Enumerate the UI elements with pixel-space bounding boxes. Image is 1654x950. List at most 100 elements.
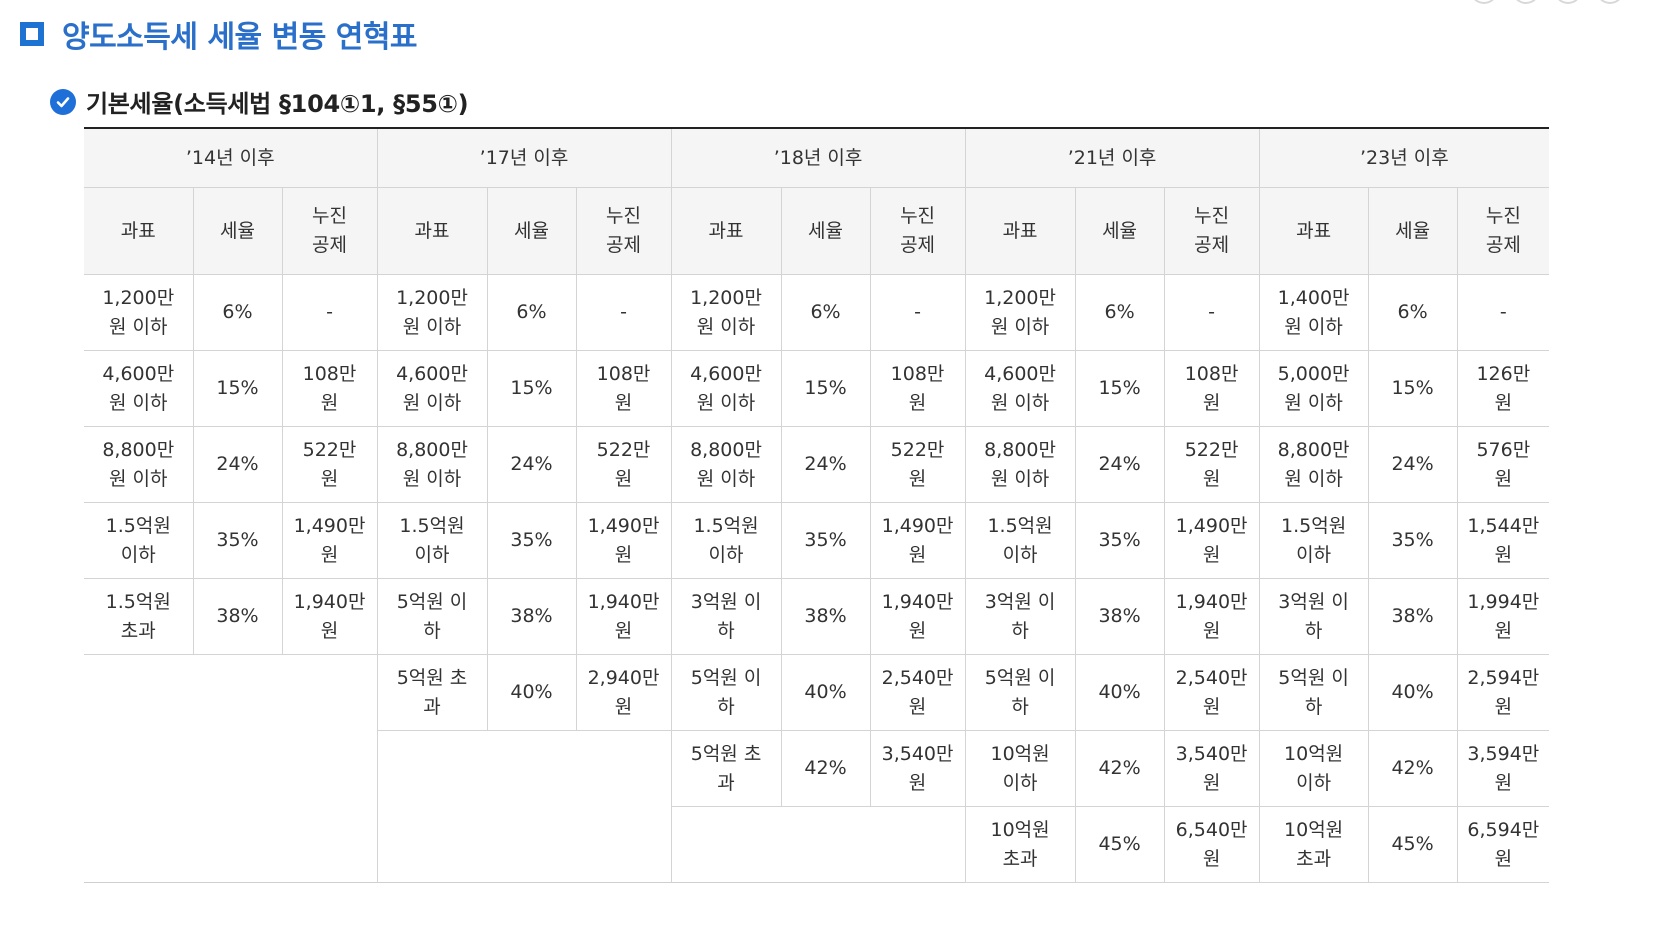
column-header-deduction: 누진 공제 <box>869 187 966 275</box>
cell-base: 1.5억원 이하 <box>1258 502 1369 579</box>
cell-deduction: 1,940만 원 <box>869 578 966 655</box>
cell-rate: 24% <box>486 426 577 503</box>
cell-base: 8,800만 원 이하 <box>376 426 488 503</box>
cell-rate: 35% <box>780 502 871 579</box>
table-row: 5억원 초 과 40% 2,940만 원 5억원 이 하 40% 2,540만 원 5억원 이 하 40… <box>84 654 1550 883</box>
column-header-rate: 세율 <box>192 187 283 275</box>
cell-deduction: 1,940만 원 <box>1163 578 1260 655</box>
cell-rate: 38% <box>780 578 871 655</box>
cell-rate: 38% <box>1367 578 1458 655</box>
cell-rate: 24% <box>1074 426 1165 503</box>
decoration-dot <box>1512 0 1540 4</box>
cell-base: 10억원 이하 <box>964 730 1076 807</box>
cell-deduction: 6,594만 원 <box>1456 806 1550 883</box>
cell-deduction: 576만 원 <box>1456 426 1550 503</box>
cell-base: 4,600만 원 이하 <box>376 350 488 427</box>
column-header-rate: 세율 <box>486 187 577 275</box>
cell-rate: 40% <box>1074 654 1165 731</box>
cell-deduction: 1,490만 원 <box>281 502 378 579</box>
cell-deduction: 6,540만 원 <box>1163 806 1260 883</box>
cell-rate: 15% <box>192 350 283 427</box>
cell-deduction: 1,490만 원 <box>1163 502 1260 579</box>
cell-base: 1.5억원 초과 <box>84 578 194 655</box>
cell-base: 1.5억원 이하 <box>84 502 194 579</box>
cell-rate: 24% <box>1367 426 1458 503</box>
period-header: ’23년 이후 <box>1258 127 1550 188</box>
check-circle-icon <box>50 88 76 115</box>
cell-rate: 35% <box>1074 502 1165 579</box>
cell-deduction: - <box>575 274 672 351</box>
cell-deduction: 1,940만 원 <box>575 578 672 655</box>
column-header-base: 과표 <box>670 187 782 275</box>
period-header-row: ’14년 이후 ’17년 이후 ’18년 이후 ’21년 이후 ’23년 이후 <box>84 127 1550 188</box>
empty-cell <box>377 730 672 883</box>
cell-rate: 15% <box>1367 350 1458 427</box>
cell-base: 10억원 이하 <box>1258 730 1369 807</box>
top-decoration <box>1470 0 1624 4</box>
cell-base: 1,400만 원 이하 <box>1258 274 1369 351</box>
cell-rate: 24% <box>192 426 283 503</box>
cell-deduction: 1,940만 원 <box>281 578 378 655</box>
cell-deduction: 108만 원 <box>1163 350 1260 427</box>
cell-rate: 15% <box>486 350 577 427</box>
cell-deduction: 3,540만 원 <box>1163 730 1260 807</box>
cell-base: 4,600만 원 이하 <box>964 350 1076 427</box>
cell-deduction: 522만 원 <box>281 426 378 503</box>
table-row: 8,800만 원 이하 24% 522만 원 8,800만 원 이하 24% 522만 원 8,80… <box>84 426 1550 503</box>
cell-base: 10억원 초과 <box>1258 806 1369 883</box>
cell-base: 8,800만 원 이하 <box>84 426 194 503</box>
column-header-base: 과표 <box>376 187 488 275</box>
cell-rate: 38% <box>192 578 283 655</box>
cell-deduction: 2,940만 원 <box>575 654 672 731</box>
column-header-deduction: 누진 공제 <box>1163 187 1260 275</box>
cell-rate: 6% <box>486 274 577 351</box>
cell-deduction: 1,490만 원 <box>575 502 672 579</box>
page-title-text: 양도소득세 세율 변동 연혁표 <box>62 20 418 55</box>
cell-rate: 35% <box>192 502 283 579</box>
cell-rate: 35% <box>486 502 577 579</box>
decoration-dot <box>1470 0 1498 4</box>
cell-deduction: 108만 원 <box>575 350 672 427</box>
cell-rate: 40% <box>486 654 577 731</box>
period-header: ’14년 이후 <box>84 127 378 188</box>
table-row: 10억원 초과 45% 6,540만 원 10억원 초과 45% 6,594만 원 <box>84 806 1550 883</box>
cell-base: 1,200만 원 이하 <box>670 274 782 351</box>
cell-deduction: 108만 원 <box>869 350 966 427</box>
column-header-row: 과표 세율 누진 공제 과표 세율 누진 공제 과표 세율 누진 공제 과표 세율 누진 공제 과표 세율 누진 공제 <box>84 187 1550 275</box>
cell-base: 8,800만 원 이하 <box>964 426 1076 503</box>
cell-base: 8,800만 원 이하 <box>670 426 782 503</box>
empty-cell <box>671 806 966 883</box>
cell-rate: 45% <box>1074 806 1165 883</box>
cell-deduction: 522만 원 <box>575 426 672 503</box>
column-header-deduction: 누진 공제 <box>1456 187 1550 275</box>
cell-rate: 45% <box>1367 806 1458 883</box>
column-header-base: 과표 <box>1258 187 1369 275</box>
cell-rate: 6% <box>1367 274 1458 351</box>
cell-base: 8,800만 원 이하 <box>1258 426 1369 503</box>
page-title: 양도소득세 세율 변동 연혁표 <box>20 12 418 56</box>
period-header: ’18년 이후 <box>670 127 966 188</box>
cell-deduction: 108만 원 <box>281 350 378 427</box>
square-bullet-icon <box>20 22 44 46</box>
cell-base: 1,200만 원 이하 <box>376 274 488 351</box>
cell-rate: 42% <box>1074 730 1165 807</box>
cell-base: 1.5억원 이하 <box>376 502 488 579</box>
decoration-dot <box>1596 0 1624 4</box>
cell-deduction: 1,544만 원 <box>1456 502 1550 579</box>
cell-base: 1,200만 원 이하 <box>84 274 194 351</box>
cell-rate: 38% <box>1074 578 1165 655</box>
cell-deduction: - <box>1456 274 1550 351</box>
cell-deduction: 1,490만 원 <box>869 502 966 579</box>
tax-rate-history-table: ’14년 이후 ’17년 이후 ’18년 이후 ’21년 이후 ’23년 이후 과표 세율… <box>84 127 1550 883</box>
period-header: ’21년 이후 <box>964 127 1260 188</box>
column-header-rate: 세율 <box>1367 187 1458 275</box>
table-body: 1,200만 원 이하 6% -1,200만 원 이하 6% -1,200만 원 이하 6% -1… <box>84 274 1550 883</box>
table-row: 4,600만 원 이하 15% 108만 원 4,600만 원 이하 15% 108만 원 4,60… <box>84 350 1550 427</box>
section-subtitle: 기본세율(소득세법 §104①1, §55①) <box>50 84 469 119</box>
